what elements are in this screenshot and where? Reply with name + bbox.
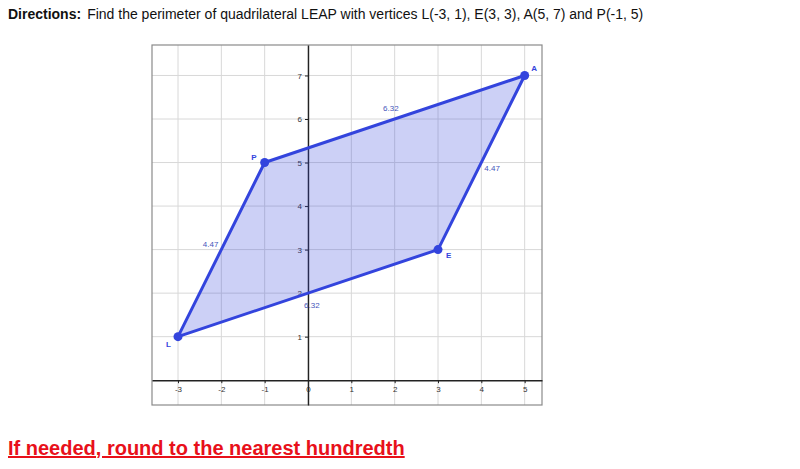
- plot-frame: [152, 45, 542, 405]
- tick: -3: [175, 380, 183, 394]
- tick: 6: [298, 115, 308, 124]
- tick-mark: [305, 75, 308, 76]
- vertex: [260, 158, 269, 167]
- tick: 5: [523, 380, 528, 394]
- tick: 7: [298, 72, 308, 81]
- vertex-label: E: [446, 251, 452, 260]
- tick-label: 2: [393, 385, 398, 394]
- vertex: [434, 245, 443, 254]
- tick-mark: [395, 380, 396, 383]
- directions-text: Find the perimeter of quadrilateral LEAP…: [87, 6, 643, 22]
- tick: 2: [393, 380, 398, 394]
- tick-mark: [351, 380, 352, 383]
- tick: 1: [350, 380, 355, 394]
- tick-mark: [525, 380, 526, 383]
- tick-label: 1: [298, 333, 303, 342]
- plot-marks: [174, 71, 530, 341]
- tick-label: -1: [262, 385, 270, 394]
- tick-mark: [265, 380, 266, 383]
- tick-mark: [305, 337, 308, 338]
- grid-line-y: [152, 336, 542, 337]
- edge-length: 6.32: [304, 301, 320, 310]
- tick-label: 5: [523, 385, 528, 394]
- x-axis: -3-2-1012345: [153, 380, 543, 394]
- canvas: Directions: Find the perimeter of quadril…: [0, 0, 800, 469]
- tick: 1: [298, 333, 308, 342]
- tick: 4: [480, 380, 485, 394]
- vertex: [520, 71, 529, 80]
- tick-mark: [481, 380, 482, 383]
- edge-length: 4.47: [484, 164, 500, 173]
- vertex-label: L: [166, 340, 171, 349]
- vertex-label: P: [251, 153, 257, 162]
- quadrilateral: [178, 75, 525, 336]
- tick-mark: [178, 380, 179, 383]
- axis-line: [153, 380, 543, 381]
- vertex-label: A: [531, 64, 537, 73]
- directions-label: Directions:: [8, 6, 81, 22]
- tick-label: 3: [436, 385, 441, 394]
- grid: [152, 45, 542, 405]
- tick-mark: [221, 380, 222, 383]
- vertex: [174, 332, 183, 341]
- tick-label: 1: [350, 385, 355, 394]
- tick: -1: [262, 380, 270, 394]
- tick-label: -3: [175, 385, 183, 394]
- directions: Directions: Find the perimeter of quadril…: [8, 6, 643, 22]
- tick-mark: [305, 119, 308, 120]
- tick-label: -2: [218, 385, 226, 394]
- tick: -2: [218, 380, 226, 394]
- tick-label: 6: [298, 115, 303, 124]
- plot-background: [152, 45, 542, 405]
- edge-length: 4.47: [203, 240, 219, 249]
- grid-line-y: [152, 75, 542, 76]
- tick-label: 7: [298, 72, 303, 81]
- grid-line-x: [524, 45, 525, 405]
- grid-line-x: [221, 45, 222, 405]
- note: If needed, round to the nearest hundredt…: [8, 437, 405, 459]
- tick-label: 4: [480, 385, 485, 394]
- labels: L E A P 6.32 4.47 6.32 4.47: [166, 64, 537, 349]
- grid-line-x: [178, 45, 179, 405]
- tick-mark: [438, 380, 439, 383]
- tick: 3: [436, 380, 441, 394]
- edge-length: 6.32: [383, 104, 399, 113]
